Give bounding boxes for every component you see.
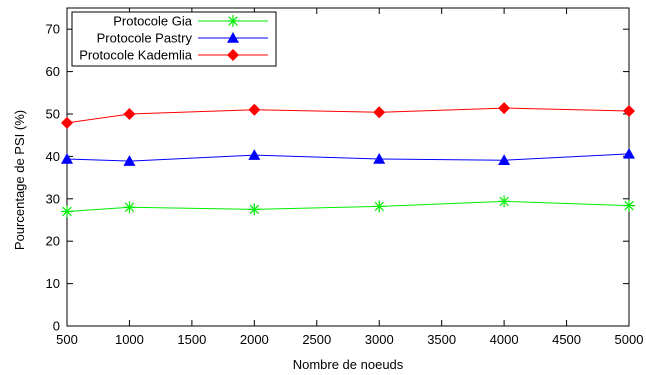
data-point	[623, 105, 635, 118]
data-point	[623, 147, 635, 159]
x-tick-label: 500	[56, 332, 78, 347]
data-point	[61, 152, 73, 164]
x-tick-label: 1500	[177, 332, 206, 347]
y-tick-label: 30	[46, 191, 60, 206]
data-point	[373, 106, 386, 119]
series-0	[61, 195, 635, 218]
legend-label: Protocole Pastry	[97, 31, 193, 46]
legend-marker	[227, 32, 239, 43]
y-tick-label: 40	[46, 149, 60, 164]
y-tick-label: 0	[53, 319, 60, 334]
x-axis-label: Nombre de noeuds	[293, 357, 404, 372]
data-point	[373, 152, 386, 164]
series-line	[66, 200, 630, 213]
y-tick-label: 20	[46, 234, 60, 249]
data-point	[123, 108, 136, 120]
x-tick-label: 2500	[302, 332, 331, 347]
x-tick-label: 4500	[552, 332, 581, 347]
data-point	[248, 203, 261, 216]
data-point	[248, 149, 261, 160]
data-point	[248, 103, 261, 116]
series-2	[61, 102, 635, 129]
x-tick-label: 4000	[490, 332, 519, 347]
x-tick-label: 3500	[427, 332, 456, 347]
y-tick-label: 50	[46, 107, 60, 122]
y-tick-label: 70	[46, 22, 60, 37]
data-point	[373, 200, 386, 213]
data-point	[498, 154, 511, 166]
data-point	[623, 199, 635, 212]
data-point	[123, 201, 136, 214]
legend-label: Protocole Gia	[113, 14, 193, 29]
series-1	[61, 147, 635, 166]
x-tick-label: 3000	[365, 332, 394, 347]
y-tick-label: 10	[46, 276, 60, 291]
legend-label: Protocole Kademlia	[79, 48, 192, 63]
plot-frame	[66, 7, 630, 327]
axis-ticks: 0 10 20 30 40 50 60 70 500 1000 1500 2000 2500 3000 35…	[46, 8, 644, 347]
y-axis-label: Pourcentage de PSI (%)	[12, 110, 27, 250]
legend-marker	[227, 49, 239, 61]
y-tick-label: 60	[46, 64, 60, 79]
x-tick-label: 1000	[115, 332, 144, 347]
x-tick-label: 2000	[240, 332, 269, 347]
data-point	[61, 116, 73, 129]
series-line	[66, 153, 630, 162]
series-line	[66, 107, 630, 124]
data-point	[498, 102, 511, 115]
legend: Protocole Gia Protocole Pastry Protocole K…	[71, 11, 277, 67]
data-point	[498, 195, 511, 208]
legend-marker	[227, 15, 239, 27]
x-tick-label: 5000	[615, 332, 644, 347]
data-point	[61, 205, 73, 218]
data-point	[123, 155, 136, 166]
series-group	[61, 102, 635, 218]
